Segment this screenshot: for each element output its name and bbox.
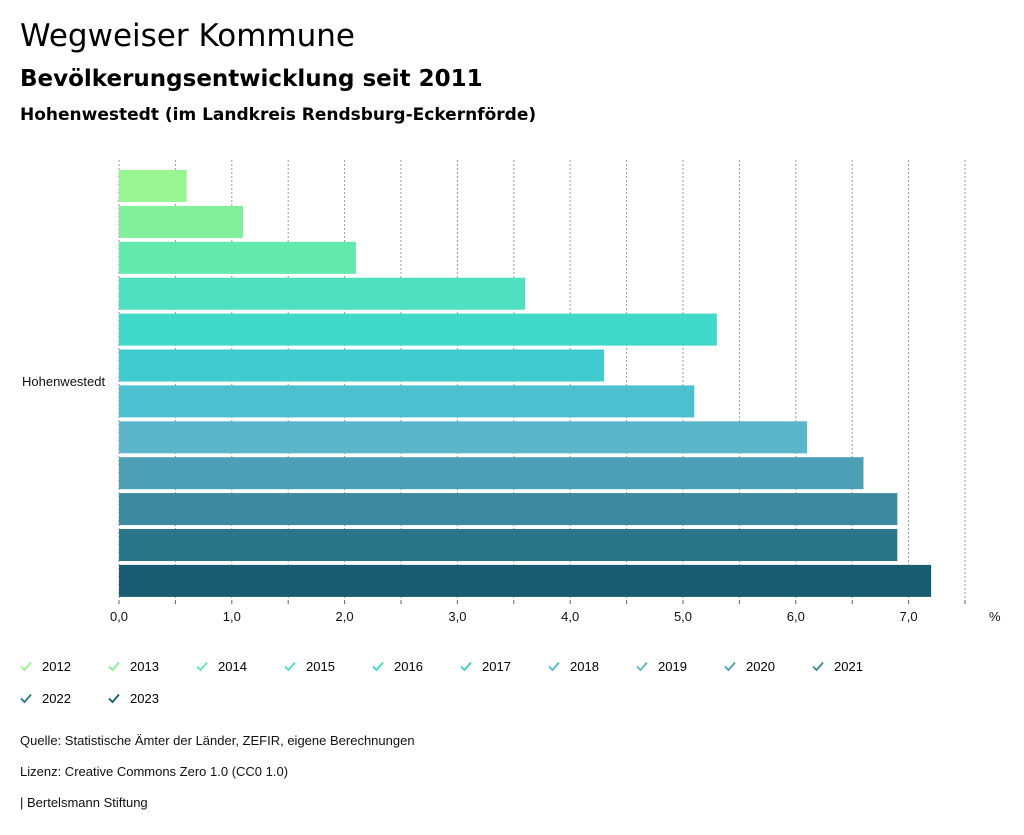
bar-2018[interactable] <box>119 385 695 418</box>
tick-label: 4,0 <box>561 609 579 624</box>
check-icon <box>370 658 386 674</box>
unit-label: % <box>989 609 1001 624</box>
source-note: Quelle: Statistische Ämter der Länder, Z… <box>20 733 415 748</box>
tick-label: 7,0 <box>900 609 918 624</box>
legend-label: 2023 <box>130 690 159 706</box>
bar-2020[interactable] <box>119 457 864 490</box>
legend-item-2013[interactable]: 2013 <box>106 658 159 674</box>
bar-2013[interactable] <box>119 205 244 238</box>
legend-item-2015[interactable]: 2015 <box>282 658 335 674</box>
x-axis: 0,0 1,0 2,0 3,0 4,0 5,0 6,0 7,0 <box>110 600 966 624</box>
bar-2015[interactable] <box>119 277 526 310</box>
legend-item-2014[interactable]: 2014 <box>194 658 247 674</box>
check-icon <box>282 658 298 674</box>
bar-2017[interactable] <box>119 349 605 382</box>
legend-label: 2019 <box>658 658 687 674</box>
check-icon <box>106 658 122 674</box>
legend-label: 2013 <box>130 658 159 674</box>
legend-item-2018[interactable]: 2018 <box>546 658 599 674</box>
check-icon <box>458 658 474 674</box>
category-label: Hohenwestedt <box>22 374 105 389</box>
region-label: Hohenwestedt (im Landkreis Rendsburg-Eck… <box>20 105 537 125</box>
legend-item-2023[interactable]: 2023 <box>106 690 159 706</box>
bar-2012[interactable] <box>119 170 187 202</box>
check-icon <box>194 658 210 674</box>
check-icon <box>634 658 650 674</box>
legend-item-2020[interactable]: 2020 <box>722 658 775 674</box>
bar-2021[interactable] <box>119 493 898 526</box>
legend-item-2019[interactable]: 2019 <box>634 658 687 674</box>
bar-2022[interactable] <box>119 529 898 561</box>
check-icon <box>810 658 826 674</box>
license-note: Lizenz: Creative Commons Zero 1.0 (CC0 1… <box>20 764 289 779</box>
publisher-note: | Bertelsmann Stiftung <box>20 795 148 810</box>
tick-label: 2,0 <box>336 609 354 624</box>
chart-subtitle: Bevölkerungsentwicklung seit 2011 <box>20 66 483 92</box>
legend-label: 2021 <box>834 658 863 674</box>
bar-2019[interactable] <box>119 421 808 454</box>
legend-item-2016[interactable]: 2016 <box>370 658 423 674</box>
legend-label: 2017 <box>482 658 511 674</box>
tick-label: 5,0 <box>674 609 692 624</box>
legend-item-2017[interactable]: 2017 <box>458 658 511 674</box>
legend-label: 2012 <box>42 658 71 674</box>
page-title: Wegweiser Kommune <box>20 18 355 54</box>
tick-label: 3,0 <box>448 609 466 624</box>
bar-2023[interactable] <box>119 564 932 597</box>
legend-label: 2014 <box>218 658 247 674</box>
bars <box>119 170 932 597</box>
check-icon <box>722 658 738 674</box>
check-icon <box>18 658 34 674</box>
tick-label: 6,0 <box>787 609 805 624</box>
tick-label: 0,0 <box>110 609 128 624</box>
check-icon <box>546 658 562 674</box>
legend-label: 2018 <box>570 658 599 674</box>
bar-2016[interactable] <box>119 313 717 346</box>
legend-label: 2020 <box>746 658 775 674</box>
bar-2014[interactable] <box>119 241 356 274</box>
legend-label: 2016 <box>394 658 423 674</box>
legend-item-2021[interactable]: 2021 <box>810 658 863 674</box>
legend-label: 2015 <box>306 658 335 674</box>
legend-item-2012[interactable]: 2012 <box>18 658 71 674</box>
legend-label: 2022 <box>42 690 71 706</box>
bar-chart: 0,0 1,0 2,0 3,0 4,0 5,0 6,0 7,0 Hohenwestedt % <box>22 160 1001 624</box>
tick-label: 1,0 <box>223 609 241 624</box>
check-icon <box>106 690 122 706</box>
legend-item-2022[interactable]: 2022 <box>18 690 71 706</box>
check-icon <box>18 690 34 706</box>
